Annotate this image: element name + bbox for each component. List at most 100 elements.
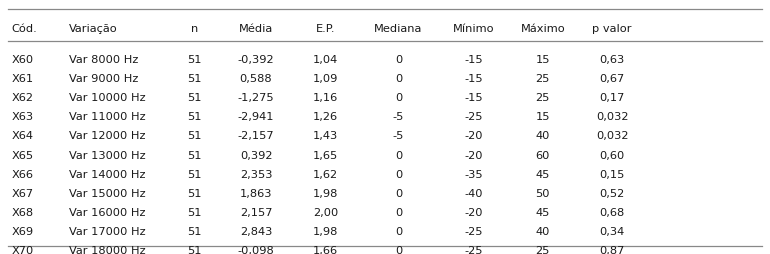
Text: 0,032: 0,032	[596, 112, 628, 122]
Text: -5: -5	[393, 131, 404, 141]
Text: 0,52: 0,52	[600, 188, 624, 198]
Text: 40: 40	[536, 226, 550, 236]
Text: 51: 51	[187, 112, 202, 122]
Text: X70: X70	[12, 245, 34, 254]
Text: Var 13000 Hz: Var 13000 Hz	[69, 150, 146, 160]
Text: 0: 0	[395, 150, 402, 160]
Text: 51: 51	[187, 74, 202, 84]
Text: 0,67: 0,67	[600, 74, 624, 84]
Text: 51: 51	[187, 169, 202, 179]
Text: Var 17000 Hz: Var 17000 Hz	[69, 226, 146, 236]
Text: 0: 0	[395, 74, 402, 84]
Text: Var 10000 Hz: Var 10000 Hz	[69, 93, 146, 103]
Text: Var 12000 Hz: Var 12000 Hz	[69, 131, 146, 141]
Text: 0: 0	[395, 55, 402, 65]
Text: 51: 51	[187, 245, 202, 254]
Text: X66: X66	[12, 169, 34, 179]
Text: 0: 0	[395, 207, 402, 217]
Text: E.P.: E.P.	[316, 24, 335, 34]
Text: X63: X63	[12, 112, 34, 122]
Text: -15: -15	[464, 74, 483, 84]
Text: 51: 51	[187, 93, 202, 103]
Text: -40: -40	[464, 188, 483, 198]
Text: X65: X65	[12, 150, 34, 160]
Text: 50: 50	[536, 188, 550, 198]
Text: Var 14000 Hz: Var 14000 Hz	[69, 169, 146, 179]
Text: -35: -35	[464, 169, 483, 179]
Text: 25: 25	[536, 74, 550, 84]
Text: X67: X67	[12, 188, 34, 198]
Text: 1,43: 1,43	[313, 131, 338, 141]
Text: 40: 40	[536, 131, 550, 141]
Text: 51: 51	[187, 55, 202, 65]
Text: 1,66: 1,66	[313, 245, 338, 254]
Text: -2,941: -2,941	[238, 112, 274, 122]
Text: Var 15000 Hz: Var 15000 Hz	[69, 188, 146, 198]
Text: X69: X69	[12, 226, 34, 236]
Text: 25: 25	[536, 245, 550, 254]
Text: 0: 0	[395, 93, 402, 103]
Text: 15: 15	[536, 55, 550, 65]
Text: 60: 60	[536, 150, 550, 160]
Text: n: n	[191, 24, 198, 34]
Text: 1,26: 1,26	[313, 112, 338, 122]
Text: -25: -25	[464, 226, 483, 236]
Text: 1,04: 1,04	[313, 55, 338, 65]
Text: 2,00: 2,00	[313, 207, 338, 217]
Text: Var 11000 Hz: Var 11000 Hz	[69, 112, 146, 122]
Text: Var 8000 Hz: Var 8000 Hz	[69, 55, 139, 65]
Text: 1,65: 1,65	[313, 150, 338, 160]
Text: Mediana: Mediana	[374, 24, 423, 34]
Text: 25: 25	[536, 93, 550, 103]
Text: Var 16000 Hz: Var 16000 Hz	[69, 207, 146, 217]
Text: Mínimo: Mínimo	[453, 24, 494, 34]
Text: 2,843: 2,843	[239, 226, 273, 236]
Text: 1,98: 1,98	[313, 226, 338, 236]
Text: 15: 15	[536, 112, 550, 122]
Text: Cód.: Cód.	[12, 24, 37, 34]
Text: 51: 51	[187, 131, 202, 141]
Text: -1,275: -1,275	[238, 93, 274, 103]
Text: -25: -25	[464, 245, 483, 254]
Text: -0,098: -0,098	[238, 245, 274, 254]
Text: -15: -15	[464, 93, 483, 103]
Text: 0,392: 0,392	[239, 150, 273, 160]
Text: 0: 0	[395, 188, 402, 198]
Text: -5: -5	[393, 112, 404, 122]
Text: 1,98: 1,98	[313, 188, 338, 198]
Text: 2,353: 2,353	[239, 169, 273, 179]
Text: X60: X60	[12, 55, 34, 65]
Text: 51: 51	[187, 226, 202, 236]
Text: X61: X61	[12, 74, 34, 84]
Text: 51: 51	[187, 207, 202, 217]
Text: X64: X64	[12, 131, 34, 141]
Text: Máximo: Máximo	[521, 24, 565, 34]
Text: -2,157: -2,157	[238, 131, 274, 141]
Text: 45: 45	[536, 207, 550, 217]
Text: -20: -20	[464, 131, 483, 141]
Text: 45: 45	[536, 169, 550, 179]
Text: 0: 0	[395, 226, 402, 236]
Text: 0: 0	[395, 245, 402, 254]
Text: Var 18000 Hz: Var 18000 Hz	[69, 245, 146, 254]
Text: 0,68: 0,68	[600, 207, 624, 217]
Text: 0,60: 0,60	[600, 150, 624, 160]
Text: 2,157: 2,157	[239, 207, 273, 217]
Text: 0,17: 0,17	[600, 93, 624, 103]
Text: -20: -20	[464, 150, 483, 160]
Text: 0,63: 0,63	[600, 55, 624, 65]
Text: 1,863: 1,863	[239, 188, 273, 198]
Text: 0: 0	[395, 169, 402, 179]
Text: 0,588: 0,588	[239, 74, 273, 84]
Text: Var 9000 Hz: Var 9000 Hz	[69, 74, 139, 84]
Text: Variação: Variação	[69, 24, 118, 34]
Text: 0,032: 0,032	[596, 131, 628, 141]
Text: Média: Média	[239, 24, 273, 34]
Text: p valor: p valor	[592, 24, 632, 34]
Text: 51: 51	[187, 150, 202, 160]
Text: X62: X62	[12, 93, 34, 103]
Text: -0,392: -0,392	[238, 55, 274, 65]
Text: 1,09: 1,09	[313, 74, 338, 84]
Text: 51: 51	[187, 188, 202, 198]
Text: 0,87: 0,87	[600, 245, 624, 254]
